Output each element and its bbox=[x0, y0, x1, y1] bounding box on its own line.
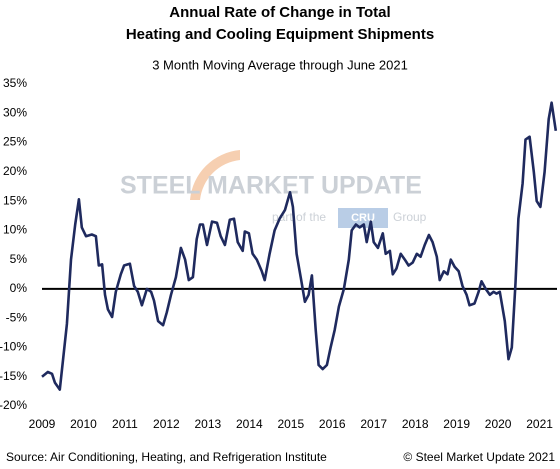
x-tick-label: 2020 bbox=[485, 417, 512, 431]
y-tick-label: -10% bbox=[0, 340, 27, 354]
data-line bbox=[41, 101, 558, 391]
chart-title: Heating and Cooling Equipment Shipments bbox=[126, 26, 434, 43]
x-tick-label: 2012 bbox=[153, 417, 180, 431]
watermark-tagline: part of the bbox=[272, 210, 326, 224]
y-tick-label: 5% bbox=[10, 252, 28, 266]
y-tick-label: 10% bbox=[3, 223, 27, 237]
y-tick-label: 20% bbox=[3, 164, 27, 178]
y-tick-label: -5% bbox=[6, 310, 28, 324]
x-tick-label: 2021 bbox=[526, 417, 553, 431]
watermark-badge-text: CRU bbox=[351, 212, 375, 224]
x-tick-label: 2015 bbox=[277, 417, 304, 431]
chart-subtitle: 3 Month Moving Average through June 2021 bbox=[152, 57, 408, 72]
y-tick-label: 15% bbox=[3, 193, 27, 207]
y-tick-label: 25% bbox=[3, 135, 27, 149]
copyright: © Steel Market Update 2021 bbox=[403, 450, 555, 464]
y-tick-label: 0% bbox=[10, 281, 28, 295]
x-tick-label: 2013 bbox=[195, 417, 222, 431]
x-tick-label: 2009 bbox=[29, 417, 56, 431]
watermark-brand: STEEL MARKET UPDATE bbox=[120, 172, 422, 200]
x-tick-label: 2016 bbox=[319, 417, 346, 431]
x-tick-label: 2017 bbox=[360, 417, 387, 431]
y-tick-label: 35% bbox=[3, 76, 27, 90]
watermark-group: Group bbox=[393, 210, 427, 224]
watermark-logo bbox=[190, 150, 240, 200]
watermark: STEEL MARKET UPDATE part of the CRU Grou… bbox=[120, 150, 427, 228]
y-tick-label: 30% bbox=[3, 105, 27, 119]
x-tick-label: 2010 bbox=[70, 417, 97, 431]
chart-title: Annual Rate of Change in Total bbox=[169, 4, 390, 21]
x-tick-label: 2011 bbox=[112, 417, 138, 431]
x-tick-label: 2018 bbox=[402, 417, 429, 431]
source-note: Source: Air Conditioning, Heating, and R… bbox=[6, 450, 327, 464]
watermark-badge bbox=[338, 208, 388, 228]
y-tick-label: -20% bbox=[0, 398, 27, 412]
x-tick-label: 2019 bbox=[443, 417, 470, 431]
y-tick-label: -15% bbox=[0, 369, 27, 383]
x-tick-label: 2014 bbox=[236, 417, 263, 431]
